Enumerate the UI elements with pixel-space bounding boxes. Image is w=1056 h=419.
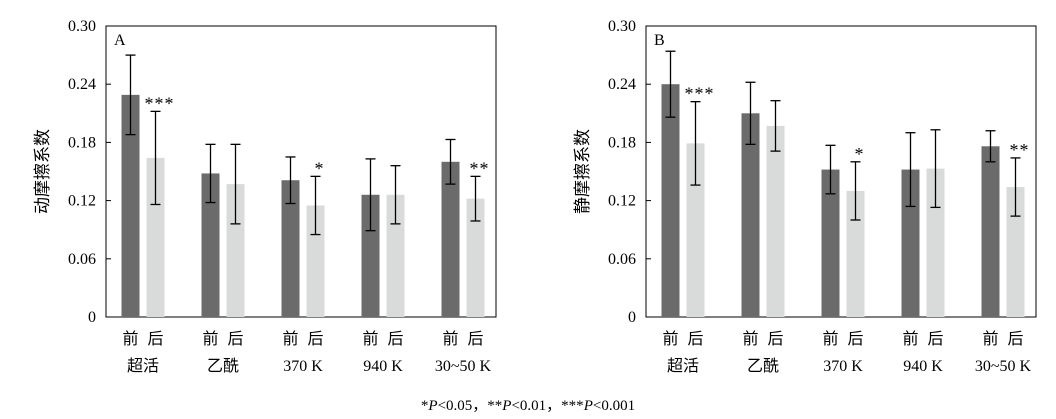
bar-after xyxy=(766,125,785,317)
significance-footnote: *P<0.05，**P<0.01，***P<0.001 xyxy=(420,398,636,414)
bar-after xyxy=(226,184,245,317)
y-tick-label: 0.06 xyxy=(608,251,636,268)
bar-before xyxy=(821,169,840,317)
bar-sub-label: 后 xyxy=(847,330,863,348)
bar-after xyxy=(466,198,485,317)
bar-sub-label: 后 xyxy=(467,330,483,348)
y-tick-label: 0 xyxy=(628,309,636,326)
x-category-label: 940 K xyxy=(903,358,943,375)
bar-after xyxy=(686,143,705,317)
bar-sub-label: 后 xyxy=(147,330,163,348)
bar-sub-label: 前 xyxy=(122,330,138,348)
plot-frame xyxy=(105,25,497,318)
chart-panel-b: 00.060.120.180.240.30静摩擦系数B前 后***超活前 后乙酰前后… xyxy=(573,18,1037,375)
bar-sub-label: 前 xyxy=(822,330,838,348)
bar-after xyxy=(926,168,945,317)
bar-sub-label: 后 xyxy=(687,330,703,348)
bar-sub-label: 前 xyxy=(982,330,998,348)
x-category-label: 30~50 K xyxy=(435,358,492,375)
p-value-symbol: P xyxy=(583,398,593,414)
bar-before xyxy=(981,146,1000,317)
bar-sub-label: 前 xyxy=(202,330,218,348)
bar-before xyxy=(741,113,760,317)
bar-before xyxy=(201,173,220,317)
x-category-label: 370 K xyxy=(283,358,323,375)
x-category-label: 乙酰 xyxy=(747,357,779,375)
bar-before xyxy=(281,180,300,317)
bar-after xyxy=(1006,187,1025,317)
bar-sub-label: 前 xyxy=(662,330,678,348)
bar-after xyxy=(146,157,165,317)
bar-before xyxy=(121,94,140,318)
significance-mark: *** xyxy=(685,84,715,104)
panel-label: A xyxy=(114,32,126,49)
bar-before xyxy=(661,84,680,317)
x-category-label: 940 K xyxy=(363,358,403,375)
x-category-label: 370 K xyxy=(823,358,863,375)
x-category-label: 乙酰 xyxy=(207,357,239,375)
y-tick-label: 0.18 xyxy=(68,134,96,151)
significance-mark: * xyxy=(855,144,865,164)
bar-sub-label: 后 xyxy=(1007,330,1023,348)
panel-label: B xyxy=(654,32,665,49)
y-tick-label: 0.12 xyxy=(68,193,96,210)
bar-after xyxy=(386,194,405,317)
bar-sub-label: 后 xyxy=(927,330,943,348)
y-axis-label: 动摩擦系数 xyxy=(33,129,53,214)
bar-before xyxy=(361,194,380,317)
bar-sub-label: 前 xyxy=(902,330,918,348)
y-tick-label: 0 xyxy=(88,309,96,326)
bar-sub-label: 后 xyxy=(227,330,243,348)
y-tick-label: 0.24 xyxy=(608,76,636,93)
y-tick-label: 0.30 xyxy=(68,18,96,35)
bar-sub-label: 后 xyxy=(767,330,783,348)
x-category-label: 超活 xyxy=(667,357,699,375)
y-tick-label: 0.18 xyxy=(608,134,636,151)
p-value-symbol: P xyxy=(428,398,438,414)
significance-mark: * xyxy=(315,158,325,178)
y-tick-label: 0.24 xyxy=(68,76,96,93)
bar-before xyxy=(441,161,460,317)
plot-frame xyxy=(645,25,1037,318)
significance-mark: *** xyxy=(145,93,175,113)
bar-after xyxy=(306,205,325,317)
bar-sub-label: 前 xyxy=(442,330,458,348)
x-category-label: 超活 xyxy=(127,357,159,375)
y-tick-label: 0.12 xyxy=(608,193,636,210)
bar-sub-label: 后 xyxy=(307,330,323,348)
bar-sub-label: 前 xyxy=(282,330,298,348)
y-tick-label: 0.06 xyxy=(68,251,96,268)
bar-after xyxy=(846,190,865,317)
significance-mark: ** xyxy=(1010,140,1030,160)
y-tick-label: 0.30 xyxy=(608,18,636,35)
bar-sub-label: 前 xyxy=(742,330,758,348)
p-value-symbol: P xyxy=(502,398,512,414)
y-axis-label: 静摩擦系数 xyxy=(573,129,593,214)
bar-sub-label: 后 xyxy=(387,330,403,348)
chart-panel-a: 00.060.120.180.240.30动摩擦系数A前 后***超活前 后乙酰前后… xyxy=(33,18,497,375)
x-category-label: 30~50 K xyxy=(975,358,1032,375)
significance-mark: ** xyxy=(470,158,490,178)
bar-sub-label: 前 xyxy=(362,330,378,348)
